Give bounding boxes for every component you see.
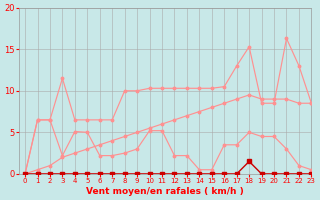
X-axis label: Vent moyen/en rafales ( km/h ): Vent moyen/en rafales ( km/h ) — [86, 187, 244, 196]
